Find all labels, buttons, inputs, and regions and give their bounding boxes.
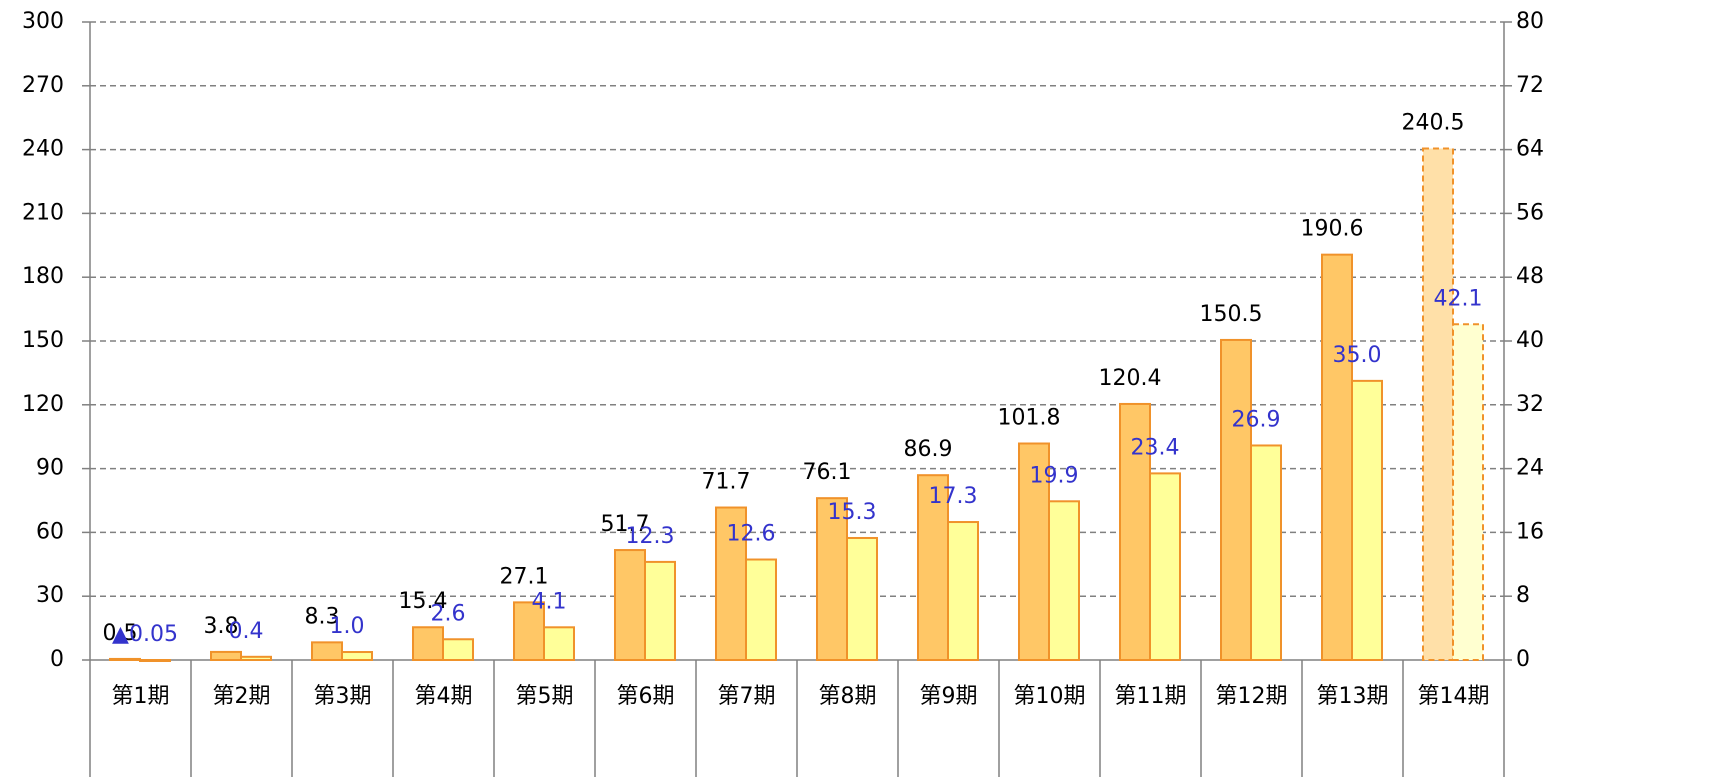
y-tick-label: 90 [36, 456, 64, 481]
data-label: 0.5 [103, 621, 138, 646]
y-tick-label: 180 [22, 264, 64, 289]
bar [1250, 444, 1282, 661]
bar [947, 521, 979, 661]
bar [1422, 147, 1454, 662]
x-tick-label: 第11期 [1115, 684, 1187, 709]
bar [442, 638, 474, 662]
bar [543, 626, 575, 661]
x-tick-label: 第13期 [1317, 684, 1389, 709]
data-label: 35.0 [1333, 343, 1382, 368]
data-label: 12.3 [626, 524, 675, 549]
bar [1048, 500, 1080, 661]
y2-tick-label: 72 [1516, 73, 1544, 98]
x-tick-label: 第5期 [516, 684, 574, 709]
y-tick-label: 60 [36, 519, 64, 544]
data-label: 2.6 [431, 601, 466, 626]
bar [240, 655, 272, 661]
y2-tick-label: 64 [1516, 137, 1544, 162]
data-label: 27.1 [500, 564, 549, 589]
y2-tick-label: 24 [1516, 456, 1544, 481]
bar [917, 474, 949, 661]
data-label: 12.6 [727, 522, 776, 547]
data-label: 3.8 [204, 614, 239, 639]
bar [1452, 323, 1484, 661]
y-tick-label: 240 [22, 137, 64, 162]
y2-tick-label: 40 [1516, 328, 1544, 353]
y2-tick-label: 32 [1516, 392, 1544, 417]
x-tick-label: 第9期 [920, 684, 978, 709]
x-tick-label: 第2期 [213, 684, 271, 709]
y-tick-label: 120 [22, 392, 64, 417]
bar [412, 626, 444, 661]
y-tick-label: 210 [22, 200, 64, 225]
data-label: 240.5 [1402, 111, 1465, 136]
data-label: 17.3 [929, 484, 978, 509]
x-tick-label: 第1期 [112, 684, 170, 709]
bar [816, 497, 848, 662]
data-label: 4.1 [532, 589, 567, 614]
y2-tick-label: 16 [1516, 519, 1544, 544]
data-label: 120.4 [1099, 366, 1162, 391]
bar [311, 641, 343, 662]
x-tick-label: 第3期 [314, 684, 372, 709]
data-label: 1.0 [330, 614, 365, 639]
data-label: 150.5 [1200, 302, 1263, 327]
y-tick-label: 270 [22, 73, 64, 98]
bar [745, 558, 777, 662]
y2-tick-label: 0 [1516, 647, 1530, 672]
y2-tick-label: 8 [1516, 583, 1530, 608]
y2-tick-label: 80 [1516, 9, 1544, 34]
bar [614, 549, 646, 661]
bar [715, 506, 747, 661]
y2-tick-label: 48 [1516, 264, 1544, 289]
bar [1351, 379, 1383, 661]
data-label: 71.7 [702, 470, 751, 495]
data-label: 19.9 [1030, 463, 1079, 488]
bar [1321, 253, 1353, 661]
bar [644, 560, 676, 661]
data-label: 8.3 [305, 604, 340, 629]
data-label: ▲0.05 [112, 622, 178, 647]
data-label: 23.4 [1131, 435, 1180, 460]
x-tick-label: 第10期 [1014, 684, 1086, 709]
bar [1149, 472, 1181, 662]
y-tick-label: 300 [22, 9, 64, 34]
data-label: 86.9 [904, 437, 953, 462]
x-tick-label: 第7期 [718, 684, 776, 709]
bar [210, 650, 242, 661]
data-label: 51.7 [601, 512, 650, 537]
data-label: 101.8 [998, 406, 1061, 431]
bar [513, 601, 545, 661]
data-label: 26.9 [1232, 407, 1281, 432]
x-tick-label: 第6期 [617, 684, 675, 709]
y-tick-label: 0 [50, 647, 64, 672]
data-label: 0.4 [229, 619, 264, 644]
bar [341, 651, 373, 662]
y-tick-label: 30 [36, 583, 64, 608]
data-label: 15.4 [399, 589, 448, 614]
bar [139, 659, 171, 662]
x-tick-label: 第12期 [1216, 684, 1288, 709]
data-label: 76.1 [803, 460, 852, 485]
x-tick-label: 第8期 [819, 684, 877, 709]
y2-tick-label: 56 [1516, 200, 1544, 225]
data-label: 15.3 [828, 500, 877, 525]
data-label: 42.1 [1434, 286, 1483, 311]
y-tick-label: 150 [22, 328, 64, 353]
bar [109, 657, 141, 661]
bar [846, 536, 878, 661]
bar [1220, 338, 1252, 661]
x-tick-label: 第14期 [1418, 684, 1490, 709]
data-label: 190.6 [1301, 217, 1364, 242]
x-tick-label: 第4期 [415, 684, 473, 709]
